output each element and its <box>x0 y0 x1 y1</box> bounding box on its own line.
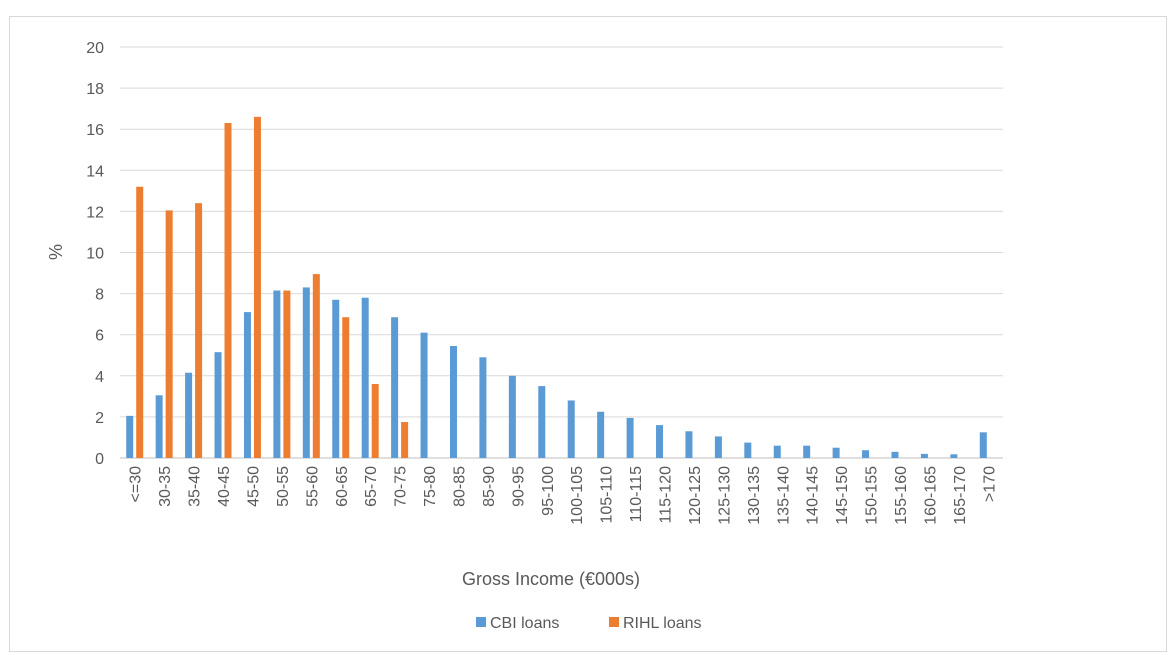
y-tick-label: 16 <box>86 122 104 139</box>
bar-rihl-7 <box>342 317 350 458</box>
bar-cbi-18 <box>656 425 664 458</box>
bar-cbi-26 <box>891 451 899 458</box>
x-tick-label: 35-40 <box>187 466 204 507</box>
bar-rihl-6 <box>312 274 320 458</box>
y-tick-label: 6 <box>95 328 104 345</box>
x-tick-label: 145-150 <box>834 466 851 525</box>
bar-rihl-3 <box>224 123 232 458</box>
bar-rihl-4 <box>253 116 261 459</box>
gridlines <box>120 46 1003 459</box>
x-tick-label: 90-95 <box>510 466 527 507</box>
bar-cbi-19 <box>685 431 693 458</box>
x-tick-label: 80-85 <box>451 466 468 507</box>
x-axis-title: Gross Income (€000s) <box>462 569 640 589</box>
bar-cbi-7 <box>332 299 340 458</box>
bar-cbi-2 <box>185 372 193 458</box>
bar-cbi-27 <box>920 453 928 458</box>
x-tick-label: 50-55 <box>275 466 292 507</box>
bar-cbi-17 <box>626 417 634 458</box>
x-axis-ticks: <=30 30-35 35-40 40-45 45-50 50-55 55-60 60-65 6… <box>128 466 999 525</box>
bar-cbi-25 <box>862 450 870 458</box>
bar-cbi-13 <box>508 375 516 458</box>
bar-cbi-14 <box>538 386 546 458</box>
y-tick-label: 4 <box>95 369 104 386</box>
x-tick-label: 160-165 <box>922 466 939 525</box>
y-axis-ticks: 0 2 4 6 8 10 12 14 16 18 20 <box>86 40 104 468</box>
x-tick-label: 105-110 <box>599 466 616 524</box>
y-tick-label: 14 <box>86 163 104 180</box>
bar-cbi-20 <box>714 436 722 458</box>
legend-swatch-rihl <box>609 617 619 627</box>
x-tick-label: 155-160 <box>893 466 910 525</box>
x-tick-label: 30-35 <box>157 466 174 507</box>
bar-cbi-15 <box>567 400 575 458</box>
x-tick-label: 110-115 <box>628 466 645 522</box>
bar-rihl-9 <box>401 422 409 458</box>
x-tick-label: 120-125 <box>687 466 704 525</box>
bar-rihl-2 <box>195 203 203 458</box>
x-tick-label: <=30 <box>128 466 145 503</box>
bar-rihl-5 <box>283 290 291 458</box>
bar-rihl-8 <box>371 384 379 458</box>
bar-cbi-6 <box>302 287 310 458</box>
bar-cbi-22 <box>773 445 781 458</box>
x-tick-label: 70-75 <box>393 466 410 507</box>
x-tick-label: 135-140 <box>775 466 792 525</box>
bar-cbi-29 <box>979 432 987 458</box>
bar-cbi-4 <box>243 312 251 458</box>
x-tick-label: 100-105 <box>569 466 586 525</box>
y-tick-label: 2 <box>95 410 104 427</box>
x-tick-label: 85-90 <box>481 466 498 507</box>
x-tick-label: 140-145 <box>805 466 822 525</box>
y-axis-title: % <box>46 244 66 260</box>
x-tick-label: 165-170 <box>952 466 969 525</box>
bar-cbi-12 <box>479 357 487 458</box>
bar-cbi-3 <box>214 352 222 458</box>
x-tick-label: 150-155 <box>864 466 881 525</box>
bar-cbi-9 <box>391 317 399 458</box>
bar-cbi-10 <box>420 332 428 458</box>
y-tick-label: 12 <box>86 204 104 221</box>
x-tick-label: 95-100 <box>540 466 557 516</box>
bar-cbi-8 <box>361 297 369 458</box>
x-tick-label: 55-60 <box>304 466 321 507</box>
y-tick-label: 18 <box>86 81 104 98</box>
x-tick-label: 65-70 <box>363 466 380 507</box>
bar-cbi-1 <box>155 395 163 458</box>
bar-rihl-0 <box>136 186 144 459</box>
y-tick-label: 8 <box>95 287 104 304</box>
bar-cbi-5 <box>273 290 281 458</box>
x-tick-label: 75-80 <box>422 466 439 507</box>
x-tick-label: 60-65 <box>334 466 351 507</box>
legend-label-rihl: RIHL loans <box>623 615 702 632</box>
x-tick-label: 125-130 <box>716 466 733 525</box>
x-tick-label: 40-45 <box>216 466 233 507</box>
bar-cbi-21 <box>744 442 752 458</box>
legend-swatch-cbi <box>476 617 486 627</box>
bar-cbi-23 <box>803 445 811 458</box>
y-tick-label: 10 <box>86 246 104 263</box>
bar-rihl-1 <box>165 210 173 458</box>
bar-cbi-24 <box>832 447 840 458</box>
x-tick-label: 115-120 <box>658 466 675 524</box>
y-tick-label: 0 <box>95 451 104 468</box>
x-tick-label: 130-135 <box>746 466 763 525</box>
x-tick-label: >170 <box>981 466 998 502</box>
bar-cbi-11 <box>449 346 457 458</box>
bar-cbi-16 <box>597 411 605 458</box>
x-tick-label: 45-50 <box>245 466 262 507</box>
bars <box>126 116 987 459</box>
y-tick-label: 20 <box>86 40 104 57</box>
bar-cbi-0 <box>126 415 134 458</box>
legend: CBI loans RIHL loans <box>476 615 702 632</box>
legend-label-cbi: CBI loans <box>490 615 559 632</box>
bar-cbi-28 <box>950 454 958 458</box>
